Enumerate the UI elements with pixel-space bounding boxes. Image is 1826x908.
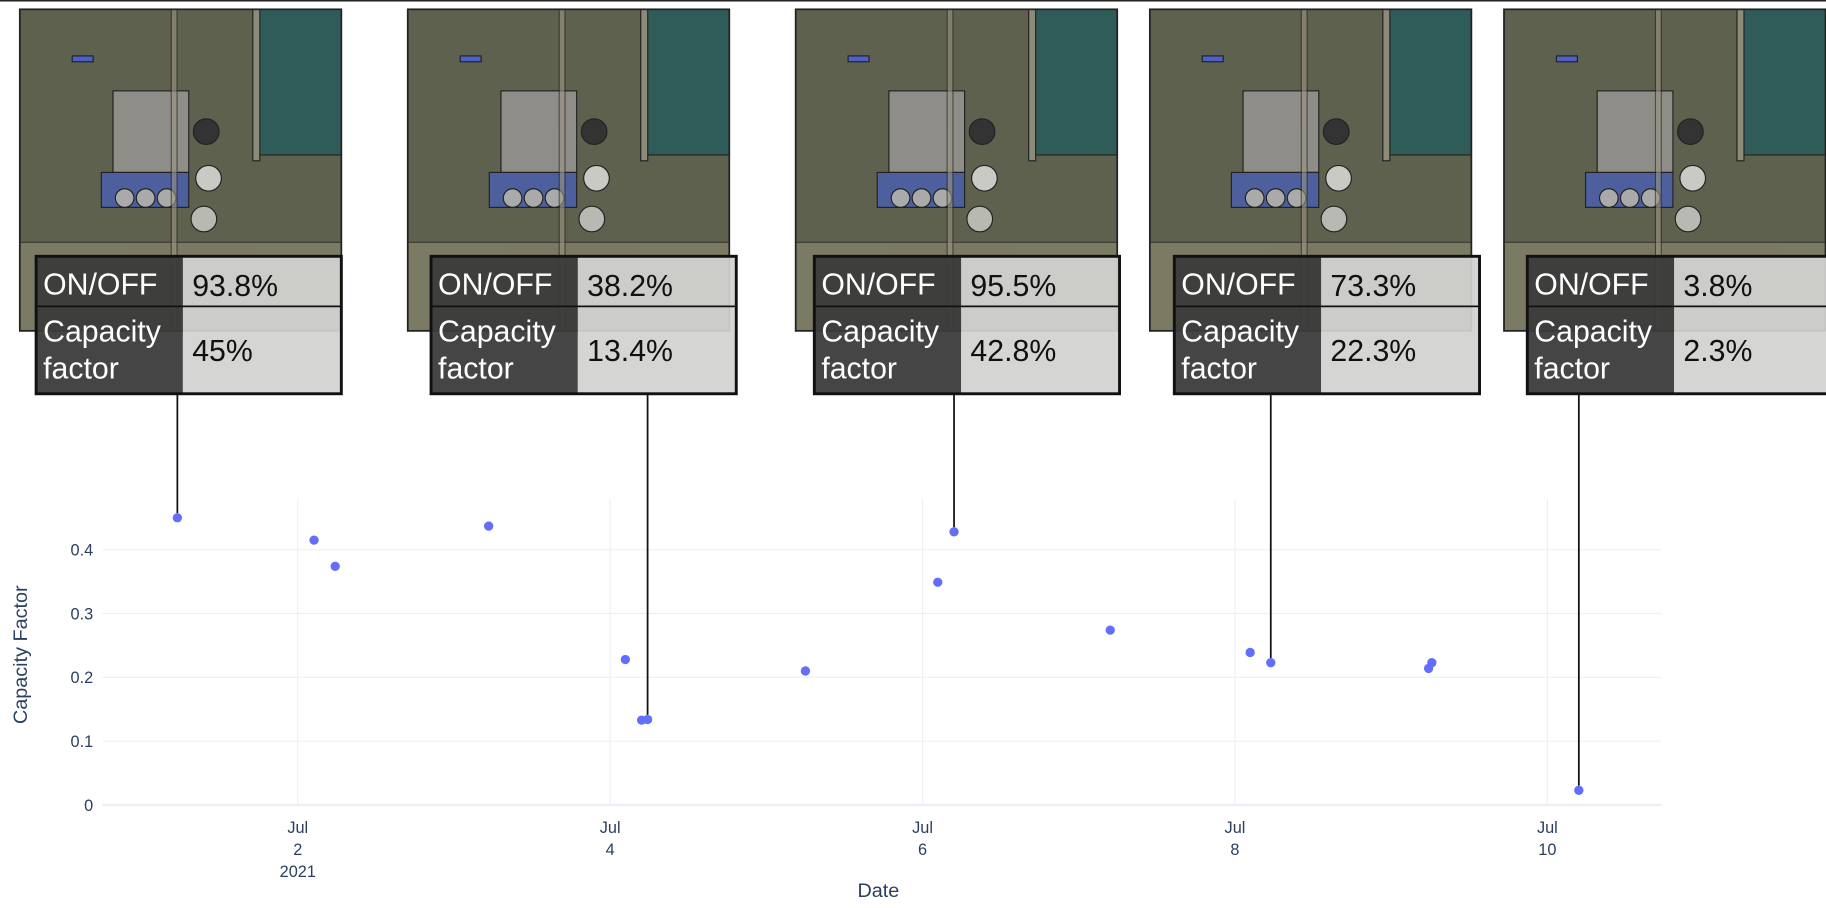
data-point	[801, 666, 810, 675]
data-point	[331, 562, 340, 571]
y-axis-title: Capacity Factor	[10, 585, 32, 724]
data-point	[1427, 658, 1436, 667]
y-tick-label: 0.2	[71, 669, 94, 687]
on-off-label: ON/OFF	[43, 269, 157, 302]
data-point	[1245, 648, 1254, 657]
data-point	[1574, 786, 1583, 795]
data-point	[173, 513, 182, 522]
on-off-value: 95.5%	[970, 270, 1056, 303]
on-off-value: 38.2%	[587, 270, 673, 303]
capacity-value: 13.4%	[587, 335, 673, 368]
on-off-label: ON/OFF	[1181, 269, 1295, 302]
data-point	[949, 527, 958, 536]
data-point	[643, 715, 652, 724]
x-axis-title: Date	[857, 880, 899, 902]
capacity-value: 22.3%	[1330, 335, 1416, 368]
capacity-value: 2.3%	[1683, 335, 1752, 368]
capacity-value: 42.8%	[970, 335, 1056, 368]
data-point	[1106, 625, 1115, 634]
data-point	[1266, 658, 1275, 667]
on-off-value: 3.8%	[1683, 270, 1752, 303]
on-off-value: 73.3%	[1330, 270, 1416, 303]
data-point	[309, 535, 318, 544]
data-point	[933, 578, 942, 587]
on-off-label: ON/OFF	[1534, 269, 1648, 302]
data-point	[621, 655, 630, 664]
chart: Date Capacity Factor 0 0.1 0.2 0.3 0.4 Jul220…	[0, 0, 1826, 908]
y-tick-label: 0.3	[71, 605, 94, 623]
y-tick-label: 0	[84, 797, 93, 815]
data-point	[484, 521, 493, 530]
capacity-value: 45%	[192, 335, 253, 368]
on-off-label: ON/OFF	[821, 269, 935, 302]
on-off-label: ON/OFF	[438, 269, 552, 302]
y-tick-label: 0.1	[71, 733, 94, 751]
y-tick-label: 0.4	[71, 542, 94, 560]
on-off-value: 93.8%	[192, 270, 278, 303]
